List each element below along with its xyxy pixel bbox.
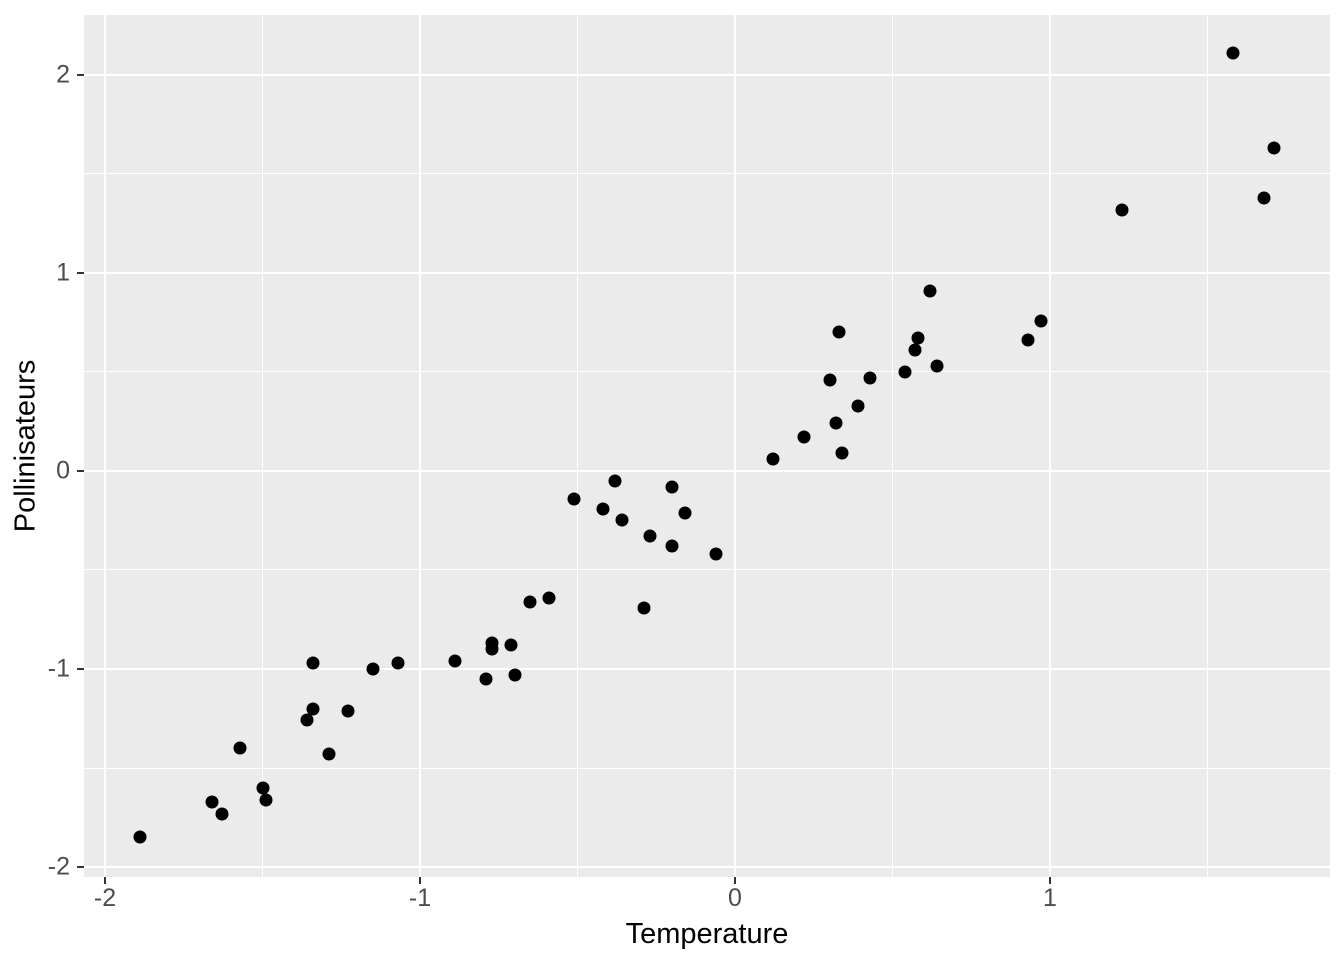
data-point (643, 529, 657, 543)
data-point (1115, 203, 1129, 217)
data-point (133, 830, 147, 844)
major-gridline-horizontal (84, 469, 1330, 472)
minor-gridline-vertical (262, 15, 263, 877)
x-axis-title: Temperature (625, 918, 789, 950)
x-tick-mark (419, 877, 421, 884)
data-point (322, 747, 336, 761)
data-point (678, 506, 692, 520)
x-tick-label: -2 (93, 884, 117, 912)
data-point (479, 672, 493, 686)
data-point (205, 795, 219, 809)
minor-gridline-vertical (1206, 15, 1208, 877)
data-point (615, 513, 629, 527)
data-point (391, 656, 405, 670)
minor-gridline-horizontal (84, 569, 1330, 571)
data-point (1034, 314, 1048, 328)
y-tick-mark (77, 469, 84, 472)
data-point (665, 480, 679, 494)
data-point (366, 662, 380, 676)
data-point (835, 446, 849, 460)
data-point (709, 547, 723, 561)
data-point (448, 654, 462, 668)
minor-gridline-horizontal (84, 767, 1330, 769)
data-point (923, 284, 937, 298)
y-tick-mark (77, 866, 84, 868)
data-point (829, 416, 843, 430)
minor-gridline-vertical (577, 15, 578, 877)
x-tick-mark (734, 877, 736, 884)
data-point (508, 668, 521, 682)
data-point (766, 452, 780, 466)
data-point (1257, 191, 1271, 205)
y-tick-label: 2 (56, 60, 70, 89)
data-point (911, 331, 925, 345)
data-point (823, 373, 836, 387)
x-tick-label: -1 (408, 884, 432, 912)
major-gridline-horizontal (84, 866, 1330, 868)
data-point (898, 365, 912, 379)
data-point (596, 502, 610, 516)
major-gridline-vertical (104, 15, 106, 877)
major-gridline-horizontal (84, 667, 1330, 670)
data-point (215, 807, 229, 821)
data-point (608, 474, 622, 488)
data-point (1267, 141, 1281, 155)
x-tick-mark (1048, 877, 1051, 884)
data-point (1021, 333, 1035, 347)
x-tick-label: 0 (728, 884, 742, 912)
data-point (341, 704, 355, 718)
major-gridline-vertical (419, 15, 421, 877)
y-tick-label: 0 (56, 456, 70, 485)
y-tick-mark (77, 667, 84, 670)
data-point (523, 595, 537, 609)
data-point (797, 430, 811, 444)
plot-panel (84, 15, 1330, 877)
y-tick-label: 1 (56, 258, 70, 287)
data-point (567, 492, 581, 506)
data-point (542, 591, 556, 605)
minor-gridline-vertical (892, 15, 893, 877)
data-point (863, 371, 877, 385)
y-tick-label: -1 (47, 654, 70, 683)
data-point (504, 638, 518, 652)
data-point (908, 343, 922, 357)
data-point (306, 702, 320, 716)
major-gridline-horizontal (84, 271, 1330, 274)
data-point (832, 325, 846, 339)
major-gridline-vertical (1048, 15, 1051, 877)
x-tick-label: 1 (1043, 884, 1057, 912)
major-gridline-vertical (734, 15, 736, 877)
data-point (1226, 46, 1240, 60)
x-tick-mark (104, 877, 106, 884)
data-point (256, 781, 269, 795)
data-point (233, 741, 247, 755)
data-point (851, 399, 865, 413)
y-axis-title: Pollinisateurs (9, 359, 42, 533)
data-point (637, 601, 651, 615)
y-tick-mark (77, 271, 84, 274)
data-point (930, 359, 944, 373)
data-point (485, 642, 499, 656)
data-point (259, 793, 273, 807)
major-gridline-horizontal (84, 73, 1330, 76)
data-point (665, 539, 679, 553)
y-tick-mark (77, 73, 84, 76)
y-tick-label: -2 (47, 852, 70, 881)
data-point (300, 713, 314, 727)
minor-gridline-horizontal (84, 173, 1330, 175)
minor-gridline-horizontal (84, 371, 1330, 373)
data-point (306, 656, 320, 670)
